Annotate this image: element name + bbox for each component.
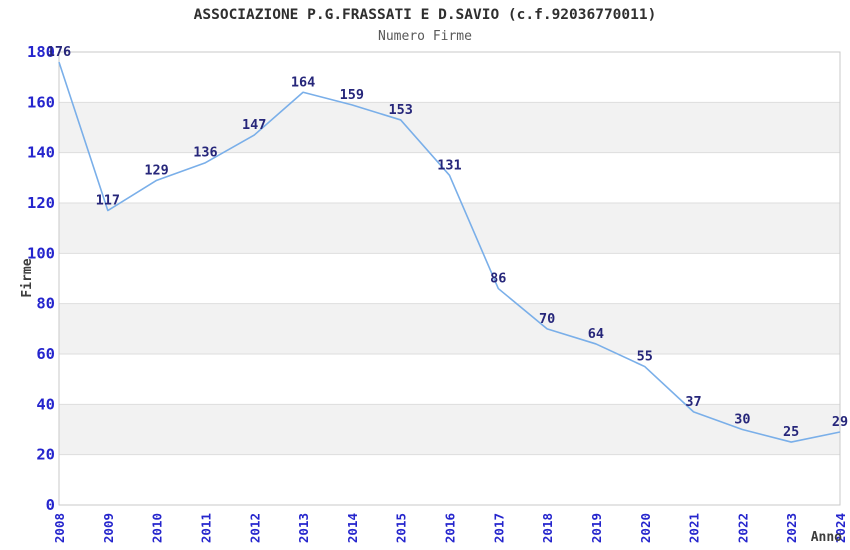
x-tick-label: 2008 <box>52 513 67 543</box>
x-tick-label: 2020 <box>638 513 653 543</box>
plot-border-rect <box>58 51 841 506</box>
data-point-label: 153 <box>388 102 412 118</box>
data-point-label: 29 <box>832 414 848 430</box>
data-point-label: 55 <box>637 349 653 365</box>
x-tick-label: 2022 <box>735 513 750 543</box>
plot-band <box>59 203 840 254</box>
x-tick-label: 2019 <box>589 513 604 543</box>
data-point-label: 25 <box>783 424 799 440</box>
y-tick-label: 40 <box>36 395 55 413</box>
y-tick-label: 100 <box>27 244 55 262</box>
x-tick-label: 2017 <box>491 513 506 543</box>
data-point-label: 129 <box>144 162 168 178</box>
x-tick-label: 2021 <box>687 513 702 543</box>
data-point-label: 70 <box>539 311 555 327</box>
x-tick-label: 2010 <box>150 513 165 543</box>
x-tick-label: 2015 <box>394 513 409 543</box>
chart-title: ASSOCIAZIONE P.G.FRASSATI E D.SAVIO (c.f… <box>194 7 657 23</box>
data-point-label: 176 <box>47 44 71 60</box>
plot-band <box>59 303 840 354</box>
y-axis-tick-labels: 0 20 40 60 80 100 120 140 160 180 <box>27 43 55 514</box>
plot-border <box>58 51 841 506</box>
data-series-line <box>58 61 841 443</box>
data-point-label: 147 <box>242 117 266 133</box>
data-point-label: 131 <box>437 157 461 173</box>
x-tick-label: 2009 <box>101 513 116 543</box>
data-point-label: 30 <box>734 412 750 428</box>
x-tick-label: 2023 <box>784 513 799 543</box>
data-point-label: 164 <box>291 74 315 90</box>
y-tick-label: 160 <box>27 93 55 111</box>
y-tick-label: 180 <box>27 43 55 61</box>
x-tick-label: 2014 <box>345 513 360 543</box>
x-tick-label: 2011 <box>198 513 213 543</box>
x-tick-label: 2024 <box>833 513 848 543</box>
plot-band <box>59 404 840 455</box>
y-tick-label: 120 <box>27 194 55 212</box>
plot-bands <box>59 102 840 455</box>
data-point-label: 159 <box>340 87 364 103</box>
plot-band <box>59 102 840 153</box>
x-tick-label: 2016 <box>443 513 458 543</box>
chart-subtitle: Numero Firme <box>378 29 472 44</box>
y-tick-label: 20 <box>36 446 55 464</box>
y-tick-label: 60 <box>36 345 55 363</box>
data-point-label: 86 <box>490 271 506 287</box>
x-tick-label: 2012 <box>247 513 262 543</box>
data-point-label: 117 <box>96 193 120 209</box>
data-point-label: 136 <box>193 145 217 161</box>
x-tick-label: 2013 <box>296 513 311 543</box>
data-point-label: 64 <box>588 326 604 342</box>
x-axis-tick-labels: 2008 2009 2010 2011 2012 2013 2014 2015 2016 2017… <box>52 513 848 543</box>
y-axis-title: Firme <box>20 258 35 297</box>
series-polyline <box>58 61 841 443</box>
y-tick-label: 140 <box>27 144 55 162</box>
x-axis-title: Anno <box>811 530 842 545</box>
x-tick-label: 2018 <box>540 513 555 543</box>
data-point-labels: 176 117 129 136 147 164 159 153 131 86 70 64 55 37 30 2… <box>47 44 848 440</box>
data-point-label: 37 <box>685 394 701 410</box>
y-tick-label: 80 <box>36 295 55 313</box>
y-tick-label: 0 <box>46 496 55 514</box>
